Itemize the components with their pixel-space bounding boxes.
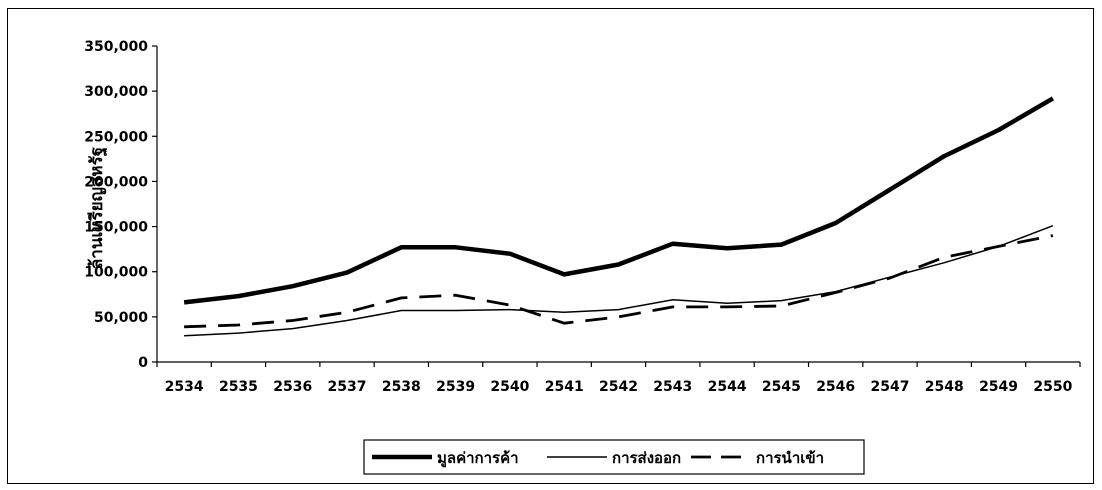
x-tick-label: 2537 — [328, 379, 367, 395]
chart-frame — [7, 8, 1094, 484]
y-tick-label: 350,000 — [84, 39, 148, 55]
x-tick-label: 2542 — [599, 379, 638, 395]
y-tick-label: 0 — [138, 355, 148, 371]
y-tick-label: 250,000 — [84, 129, 148, 145]
x-tick-label: 2547 — [870, 379, 909, 395]
x-tick-label: 2535 — [219, 379, 258, 395]
x-tick-label: 2540 — [490, 379, 529, 395]
x-tick-label: 2550 — [1033, 379, 1072, 395]
y-tick-label: 50,000 — [94, 310, 148, 326]
legend: มูลค่าการค้า การส่งออก การนำเข้า — [363, 439, 865, 475]
x-tick-label: 2543 — [653, 379, 692, 395]
x-tick-label: 2544 — [708, 379, 747, 395]
x-tick-label: 2548 — [925, 379, 964, 395]
x-tick-label: 2539 — [436, 379, 475, 395]
legend-label: มูลค่าการค้า — [437, 449, 519, 468]
x-tick-label: 2536 — [273, 379, 312, 395]
y-tick-label: 100,000 — [84, 265, 148, 281]
series-line-imports — [184, 234, 1054, 329]
x-tick-label: 2534 — [165, 379, 204, 395]
legend-label: การส่งออก — [612, 449, 681, 467]
x-tick-label: 2538 — [382, 379, 421, 395]
series-line-exports — [184, 224, 1054, 337]
y-tick-label: 150,000 — [84, 220, 148, 236]
y-axis-title: ล้านเหรียญสหรัฐ — [86, 147, 108, 269]
series-line-trade-value — [183, 96, 1055, 305]
x-tick-label: 2545 — [762, 379, 801, 395]
x-tick-label: 2546 — [816, 379, 855, 395]
plot-area: 0 50,000 100,000 150,000 200,000 250,000 300,0… — [84, 39, 1081, 395]
x-tick-label: 2541 — [545, 379, 584, 395]
x-tick-label: 2549 — [979, 379, 1018, 395]
legend-label: การนำเข้า — [756, 449, 824, 467]
y-tick-label: 300,000 — [84, 84, 148, 100]
legend-box — [363, 439, 865, 475]
y-tick-label: 200,000 — [84, 174, 148, 190]
